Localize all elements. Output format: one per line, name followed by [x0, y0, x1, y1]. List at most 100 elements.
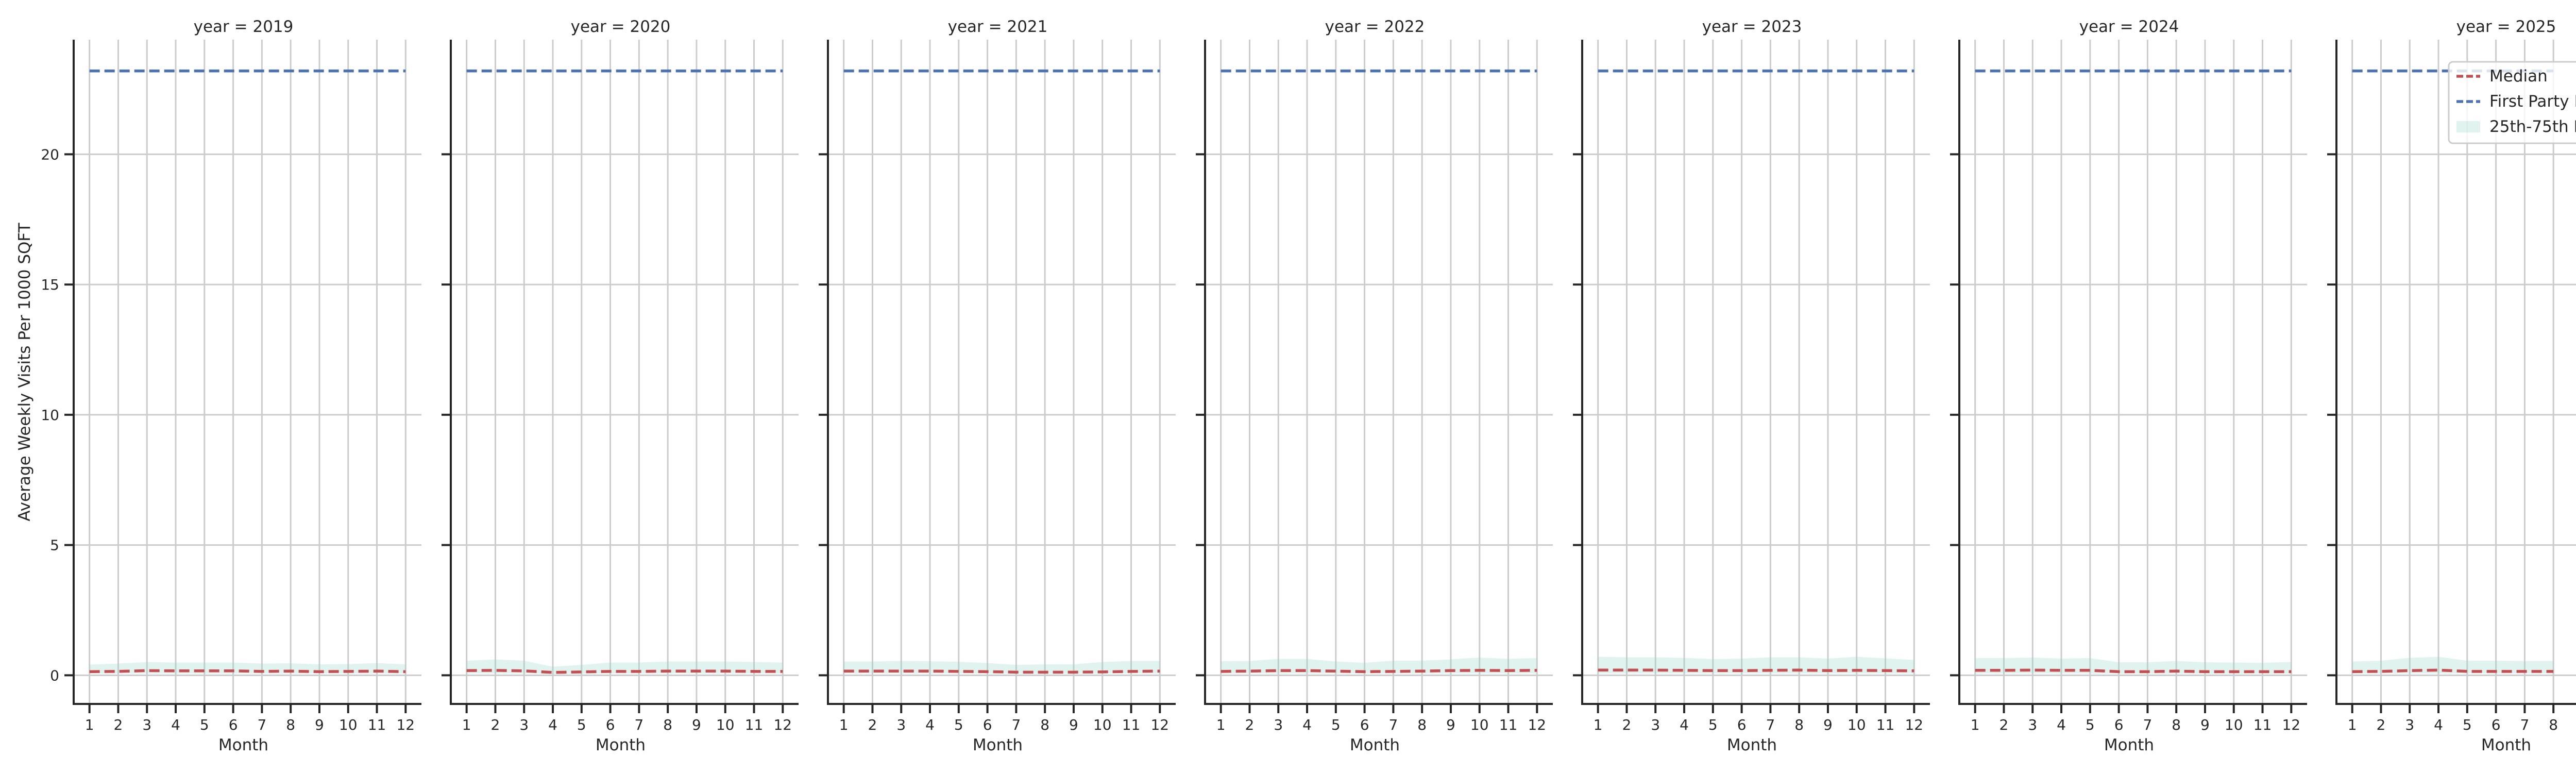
x-tick-label: 2 [1622, 716, 1632, 733]
panel-title: year = 2023 [1702, 18, 1802, 36]
x-tick-label: 3 [519, 716, 529, 733]
x-tick-label: 9 [315, 716, 324, 733]
x-tick-label: 10 [1470, 716, 1489, 733]
x-tick-label: 12 [1528, 716, 1546, 733]
x-tick-label: 3 [896, 716, 906, 733]
x-tick-label: 10 [1093, 716, 1112, 733]
x-tick-label: 3 [1651, 716, 1660, 733]
x-tick-label: 3 [2028, 716, 2037, 733]
x-tick-label: 4 [925, 716, 935, 733]
x-tick-label: 6 [2492, 716, 2501, 733]
x-tick-label: 4 [1680, 716, 1689, 733]
x-tick-label: 2 [1245, 716, 1255, 733]
x-tick-label: 6 [983, 716, 992, 733]
x-tick-label: 10 [716, 716, 735, 733]
y-tick-label: 10 [41, 407, 59, 424]
x-tick-label: 5 [2463, 716, 2472, 733]
x-tick-label: 4 [2057, 716, 2066, 733]
x-tick-label: 1 [1216, 716, 1226, 733]
x-tick-label: 4 [1302, 716, 1312, 733]
x-tick-label: 8 [2172, 716, 2181, 733]
x-tick-label: 7 [2520, 716, 2529, 733]
x-tick-label: 1 [85, 716, 94, 733]
x-tick-label: 4 [171, 716, 180, 733]
x-tick-label: 7 [634, 716, 643, 733]
median-line [2352, 668, 2554, 674]
x-tick-label: 7 [2143, 716, 2152, 733]
x-tick-label: 10 [1848, 716, 1866, 733]
x-tick-label: 2 [2377, 716, 2386, 733]
x-tick-label: 12 [773, 716, 792, 733]
median-line [89, 669, 406, 674]
median-line [466, 669, 783, 674]
x-tick-label: 12 [1905, 716, 1923, 733]
x-tick-label: 11 [1499, 716, 1518, 733]
x-axis-label: Month [1350, 736, 1400, 754]
x-tick-label: 2 [114, 716, 123, 733]
x-tick-label: 7 [1766, 716, 1775, 733]
x-tick-label: 8 [1417, 716, 1427, 733]
x-axis-label: Month [973, 736, 1023, 754]
x-tick-label: 4 [548, 716, 557, 733]
x-tick-label: 12 [396, 716, 415, 733]
x-tick-label: 2 [868, 716, 877, 733]
x-tick-label: 5 [954, 716, 963, 733]
x-tick-label: 9 [2200, 716, 2210, 733]
x-tick-label: 4 [2434, 716, 2443, 733]
x-axis-label: Month [2481, 736, 2531, 754]
x-tick-label: 3 [2405, 716, 2414, 733]
median-line [1975, 668, 2292, 674]
panel-title: year = 2020 [571, 18, 671, 36]
x-tick-label: 11 [2253, 716, 2272, 733]
x-axis-label: Month [596, 736, 646, 754]
x-tick-label: 6 [606, 716, 615, 733]
legend-label: Median [2489, 67, 2548, 86]
x-tick-label: 11 [745, 716, 764, 733]
x-tick-label: 8 [286, 716, 295, 733]
x-tick-label: 11 [1122, 716, 1141, 733]
legend-swatch-band [2456, 121, 2480, 132]
x-tick-label: 12 [1150, 716, 1169, 733]
x-tick-label: 2 [1999, 716, 2009, 733]
y-tick-label: 0 [50, 667, 59, 684]
x-tick-label: 8 [663, 716, 672, 733]
legend-label: First Party Median [2489, 92, 2576, 111]
x-tick-label: 6 [1360, 716, 1369, 733]
x-tick-label: 9 [1446, 716, 1455, 733]
x-tick-label: 12 [2282, 716, 2300, 733]
x-tick-label: 6 [1737, 716, 1747, 733]
x-tick-label: 8 [2549, 716, 2558, 733]
panel-title: year = 2021 [948, 18, 1048, 36]
x-tick-label: 11 [368, 716, 386, 733]
legend-label: 25th-75th Percentile [2489, 117, 2576, 136]
median-line [1221, 669, 1537, 674]
x-tick-label: 3 [1274, 716, 1283, 733]
percentile-band [466, 659, 783, 674]
x-tick-label: 1 [2348, 716, 2357, 733]
x-tick-label: 9 [692, 716, 701, 733]
panel-title: year = 2024 [2079, 18, 2179, 36]
percentile-band [2352, 657, 2554, 674]
x-tick-label: 7 [1388, 716, 1398, 733]
x-tick-label: 10 [2225, 716, 2243, 733]
x-tick-label: 10 [339, 716, 358, 733]
x-tick-label: 6 [229, 716, 238, 733]
x-tick-label: 1 [1594, 716, 1603, 733]
x-tick-label: 6 [2114, 716, 2124, 733]
x-tick-label: 3 [142, 716, 151, 733]
panel-title: year = 2022 [1325, 18, 1425, 36]
x-tick-label: 8 [1794, 716, 1804, 733]
median-line [843, 669, 1160, 674]
x-tick-label: 1 [462, 716, 471, 733]
x-axis-label: Month [218, 736, 268, 754]
x-tick-label: 1 [839, 716, 849, 733]
x-tick-label: 7 [1011, 716, 1021, 733]
x-tick-label: 1 [1971, 716, 1980, 733]
x-tick-label: 9 [1069, 716, 1078, 733]
